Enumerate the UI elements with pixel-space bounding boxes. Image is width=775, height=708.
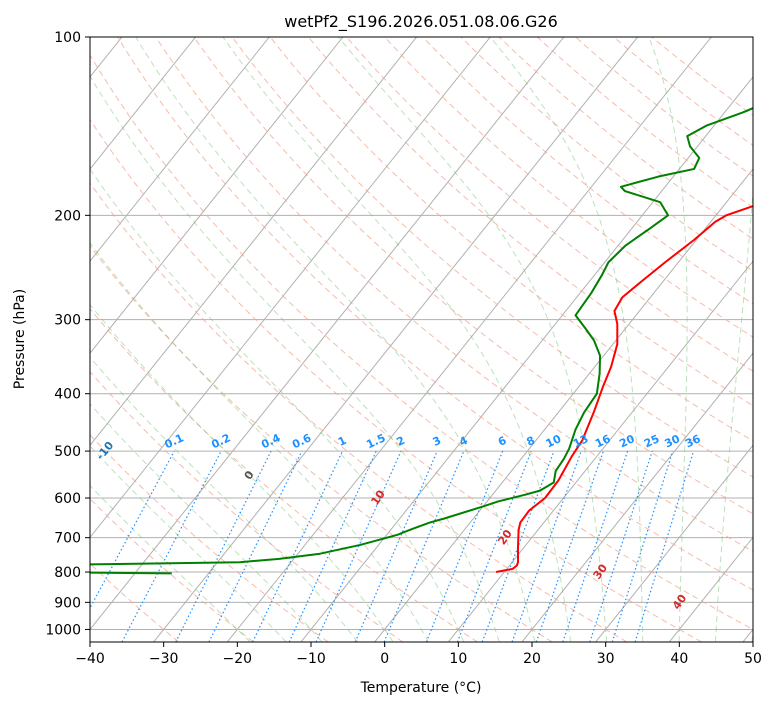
moist-adiabat-line: [90, 445, 287, 642]
mixing-ratio-line: [589, 450, 653, 642]
dry-adiabat-line: [90, 118, 702, 642]
y-tick-label: 100: [54, 30, 81, 46]
mixing-ratio-label: 16: [593, 432, 613, 450]
plot-area: 0.10.20.40.611.52346810131620253036-100-…: [90, 37, 753, 642]
isotherm-line: [447, 260, 753, 642]
x-tick-label: −20: [223, 651, 253, 667]
moist-adiabat-line: [90, 303, 394, 642]
x-tick-label: −30: [149, 651, 179, 667]
y-tick-label: 400: [54, 387, 81, 403]
moist-adiabat-line: [90, 356, 359, 642]
y-tick-label: 300: [54, 313, 81, 329]
dry-adiabat-line: [90, 434, 329, 642]
isotherm-line: [153, 37, 639, 642]
mixing-ratio-line: [634, 450, 695, 642]
y-tick-label: 1000: [45, 622, 81, 638]
dry-adiabat-line: [269, 37, 753, 442]
mixing-ratio-line: [511, 450, 582, 642]
moist-adiabat-line: [90, 403, 323, 642]
isotherm-line: [226, 37, 712, 642]
dry-adiabat-line: [231, 37, 753, 478]
y-axis-label: Pressure (hPa): [12, 289, 28, 389]
mixing-ratio-line: [383, 450, 465, 642]
isotherm-line: [595, 444, 753, 642]
isotherm-line: [90, 37, 565, 631]
moist-adiabat-line: [648, 37, 688, 642]
moist-adiabat-line: [90, 242, 429, 642]
isotherm-line: [90, 37, 344, 354]
dewpoint-profile-line: [90, 107, 753, 575]
mixing-ratio-label: 36: [683, 432, 703, 450]
dry-adiabat-line: [90, 54, 753, 631]
mixing-ratio-label: 13: [571, 432, 590, 450]
x-tick-label: 40: [670, 651, 688, 667]
isotherm-line: [521, 352, 753, 642]
dry-adiabats: [90, 37, 753, 642]
x-tick-label: 20: [523, 651, 541, 667]
moist-adiabat-line: [222, 37, 572, 642]
mixing-ratio-lines: [90, 450, 695, 642]
moist-adiabat-line: [715, 186, 753, 642]
dry-adiabat-line: [536, 37, 753, 208]
y-tick-label: 700: [54, 531, 81, 547]
isotherm-line: [90, 37, 270, 262]
x-axis-label: Temperature (°C): [360, 680, 482, 696]
mixing-ratio-line: [208, 450, 303, 642]
y-tick-label: 200: [54, 208, 81, 224]
profile-series: [90, 107, 753, 575]
x-axis-ticks: −40 −30 −20 −10 0 10 20 30 40 50: [75, 642, 762, 667]
chart-title: wetPf2_S196.2026.051.08.06.G26: [284, 12, 558, 32]
y-tick-label: 800: [54, 565, 81, 581]
x-tick-label: 50: [744, 651, 762, 667]
mixing-ratio-line: [611, 450, 674, 642]
y-tick-label: 900: [54, 595, 81, 611]
moist-adiabat-line: [90, 75, 500, 642]
dry-adiabat-line: [308, 37, 753, 407]
x-tick-label: 30: [597, 651, 615, 667]
dry-adiabat-line: [498, 37, 753, 240]
isotherm-line: [668, 536, 753, 642]
y-tick-label: 500: [54, 444, 81, 460]
isotherm-line: [90, 37, 491, 539]
isotherm-gridlines: [90, 37, 753, 642]
moist-adiabats: [90, 37, 753, 642]
y-axis-ticks: 100 200 300 400 500 600 700 800 900 1000: [45, 30, 90, 638]
x-tick-label: −10: [296, 651, 326, 667]
dry-adiabat-line: [117, 37, 753, 591]
dry-adiabat-line: [193, 37, 753, 515]
plot-frame: [89, 36, 754, 643]
mixing-ratio-label: 25: [642, 432, 661, 450]
moist-adiabat-line: [489, 37, 644, 642]
moist-adiabat-line: [90, 168, 465, 642]
mixing-ratio-line: [535, 450, 604, 642]
x-tick-label: 10: [449, 651, 467, 667]
x-tick-label: −40: [75, 651, 105, 667]
mixing-ratio-label: 10: [544, 432, 564, 450]
dry-adiabat-line: [575, 37, 753, 177]
mixing-ratio-label: 30: [663, 432, 683, 450]
dry-adiabat-line: [90, 307, 478, 642]
mixing-ratio-line: [288, 450, 377, 642]
mixing-ratio-line: [354, 450, 438, 642]
mixing-ratio-line: [90, 450, 175, 610]
pressure-gridlines: [90, 37, 753, 630]
moist-adiabat-line: [135, 37, 536, 642]
isotherm-line: [90, 37, 418, 447]
dry-adiabat-line: [460, 37, 753, 272]
mixing-ratio-label: 20: [617, 432, 637, 450]
isotherm-line: [90, 37, 197, 170]
dry-adiabat-line: [90, 245, 553, 642]
y-tick-label: 600: [54, 491, 81, 507]
temperature-profile-line: [495, 205, 753, 574]
x-tick-label: 0: [380, 651, 389, 667]
mixing-ratio-line: [315, 450, 402, 642]
mixing-ratio-line: [562, 450, 629, 642]
dry-adiabat-line: [346, 37, 753, 372]
mixing-ratio-line: [252, 450, 344, 642]
